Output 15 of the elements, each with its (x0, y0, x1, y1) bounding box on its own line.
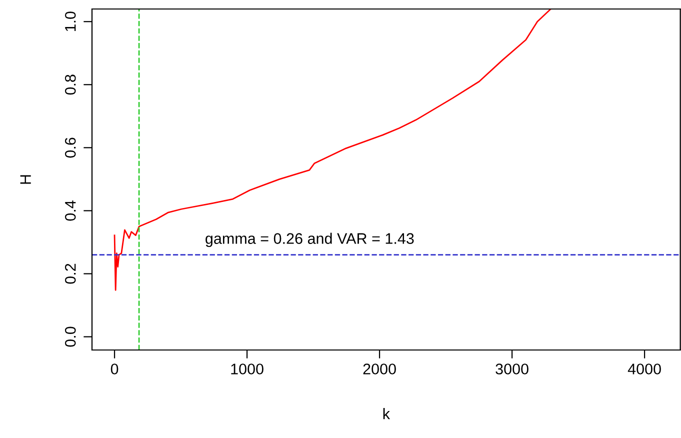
y-tick-label: 0.8 (64, 74, 76, 95)
x-tick-label: 0 (110, 364, 118, 374)
line-series (114, 9, 552, 291)
x-tick-label: 4000 (628, 364, 661, 374)
x-axis-title: k (383, 408, 390, 420)
annotation: gamma = 0.26 and VAR = 1.43 (206, 232, 414, 247)
x-tick-label: 3000 (496, 364, 528, 374)
x-tick-label: 1000 (231, 364, 264, 374)
y-tick-label: 0.0 (64, 326, 76, 347)
x-tick-label: 2000 (363, 364, 396, 374)
y-tick-label: 0.6 (64, 138, 76, 158)
y-axis-title: H (20, 175, 31, 184)
y-tick-label: 1.0 (64, 12, 76, 32)
y-tick-label: 0.4 (64, 200, 76, 221)
y-tick-label: 0.2 (64, 264, 76, 284)
